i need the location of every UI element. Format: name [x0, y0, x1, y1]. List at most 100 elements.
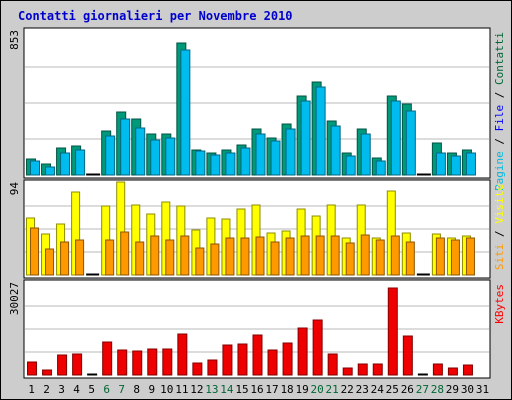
bar-contacts-file-9 — [150, 139, 161, 176]
x-tick-label: 11 — [175, 383, 188, 396]
x-tick-label: 6 — [103, 383, 110, 396]
x-tick-label: 9 — [148, 383, 155, 396]
bar-visits-siti-19 — [300, 235, 310, 276]
legend-visits: Siti / Visite — [493, 184, 506, 270]
x-tick-label: 7 — [118, 383, 125, 396]
x-tick-label: 14 — [220, 383, 234, 396]
x-tick-label: 25 — [386, 383, 399, 396]
bar-contacts-file-22 — [345, 155, 356, 176]
bar-kbytes-kbytes-25 — [387, 287, 398, 376]
bar-visits-siti-26 — [405, 241, 415, 276]
bar-visits-siti-24 — [375, 239, 385, 276]
bar-kbytes-kbytes-24 — [372, 363, 383, 376]
bar-visits-siti-4 — [75, 239, 85, 276]
bar-contacts-file-30 — [465, 152, 476, 176]
bar-visits-siti-28 — [435, 237, 445, 276]
y-max-label: 94 — [8, 182, 21, 196]
y-max-label: 853 — [8, 30, 21, 50]
x-tick-label: 1 — [28, 383, 35, 396]
bar-visits-siti-14 — [225, 237, 235, 276]
panel-kbytes: 30027 KBytes — [8, 279, 506, 379]
bar-kbytes-kbytes-8 — [132, 350, 143, 376]
bar-visits-siti-12 — [195, 247, 205, 276]
panel-contacts: 853 Pagine / File / Contatti — [8, 27, 506, 191]
bar-contacts-file-12 — [195, 150, 206, 176]
bar-contacts-file-28 — [435, 152, 446, 176]
bar-kbytes-kbytes-30 — [462, 364, 473, 376]
bar-kbytes-kbytes-12 — [192, 362, 203, 376]
x-tick-label: 21 — [326, 383, 339, 396]
bar-visits-siti-9 — [150, 235, 160, 276]
bar-visits-siti-15 — [240, 237, 250, 276]
bar-kbytes-kbytes-23 — [357, 363, 368, 376]
bar-visits-siti-22 — [345, 242, 355, 276]
bar-contacts-file-4 — [75, 149, 86, 176]
x-axis-labels: 1 2 3 4 5 6 7 8 9 10 11 12 13 14 15 16 17 18 19 20 21 22 23 24 2… — [28, 383, 489, 396]
bar-kbytes-kbytes-16 — [252, 334, 263, 376]
bar-kbytes-kbytes-22 — [342, 367, 353, 376]
bar-kbytes-kbytes-14 — [222, 344, 233, 376]
legend-kbytes: KBytes — [493, 284, 506, 324]
x-tick-label: 22 — [341, 383, 354, 396]
bar-kbytes-kbytes-28 — [432, 363, 443, 376]
bar-visits-siti-27 — [420, 273, 430, 276]
bar-kbytes-kbytes-4 — [72, 353, 83, 376]
bar-contacts-file-25 — [390, 100, 401, 176]
x-tick-label: 16 — [250, 383, 263, 396]
x-tick-label: 17 — [265, 383, 278, 396]
chart-panels: 853 Pagine / File / Contatti 94 Siti / Visi… — [8, 27, 506, 396]
bar-contacts-file-6 — [105, 135, 116, 176]
y-max-label: 30027 — [8, 282, 21, 315]
bar-visits-siti-5 — [90, 273, 100, 276]
bar-kbytes-kbytes-26 — [402, 335, 413, 376]
x-tick-label: 15 — [235, 383, 248, 396]
x-tick-label: 18 — [280, 383, 293, 396]
bar-visits-siti-2 — [45, 248, 55, 276]
x-tick-label: 19 — [295, 383, 308, 396]
legend-item: Siti — [493, 244, 506, 271]
x-tick-label: 30 — [461, 383, 474, 396]
bar-contacts-file-8 — [135, 127, 146, 176]
x-tick-label: 3 — [58, 383, 65, 396]
bar-contacts-file-24 — [375, 160, 386, 176]
bar-contacts-file-2 — [45, 166, 56, 176]
bar-kbytes-kbytes-6 — [102, 341, 113, 376]
x-tick-label: 20 — [311, 383, 324, 396]
bar-kbytes-kbytes-7 — [117, 349, 128, 376]
x-tick-label: 31 — [476, 383, 489, 396]
bar-contacts-file-15 — [240, 147, 251, 176]
legend-item: / — [493, 85, 506, 105]
bar-visits-siti-21 — [330, 235, 340, 276]
bar-visits-siti-30 — [465, 237, 475, 276]
bar-kbytes-kbytes-1 — [27, 361, 38, 376]
bar-visits-siti-13 — [210, 243, 220, 276]
bar-contacts-file-21 — [330, 125, 341, 176]
bar-kbytes-kbytes-10 — [162, 348, 173, 376]
bar-visits-siti-23 — [360, 234, 370, 276]
bar-visits-siti-10 — [165, 239, 175, 276]
bar-contacts-file-23 — [360, 133, 371, 176]
bar-contacts-file-26 — [405, 110, 416, 176]
bar-kbytes-kbytes-3 — [57, 354, 68, 376]
x-tick-label: 29 — [446, 383, 459, 396]
bar-contacts-file-16 — [255, 133, 266, 176]
bar-contacts-file-5 — [90, 173, 101, 176]
bar-visits-siti-6 — [105, 239, 115, 276]
x-tick-label: 12 — [190, 383, 203, 396]
x-tick-label: 23 — [356, 383, 369, 396]
legend-item: KBytes — [493, 284, 506, 324]
panel-visits: 94 Siti / Visite — [8, 179, 506, 279]
bar-visits-siti-8 — [135, 241, 145, 276]
bar-contacts-file-7 — [120, 118, 131, 176]
bar-contacts-file-14 — [225, 152, 236, 176]
legend-item: Contatti — [493, 32, 506, 85]
legend-contacts: Pagine / File / Contatti — [493, 32, 506, 191]
bar-kbytes-kbytes-21 — [327, 353, 338, 376]
bar-visits-siti-25 — [390, 235, 400, 276]
bar-contacts-file-18 — [285, 128, 296, 176]
bar-visits-siti-17 — [270, 241, 280, 276]
bar-contacts-file-27 — [420, 173, 431, 176]
bar-visits-siti-3 — [60, 241, 70, 276]
bar-kbytes-kbytes-15 — [237, 343, 248, 376]
